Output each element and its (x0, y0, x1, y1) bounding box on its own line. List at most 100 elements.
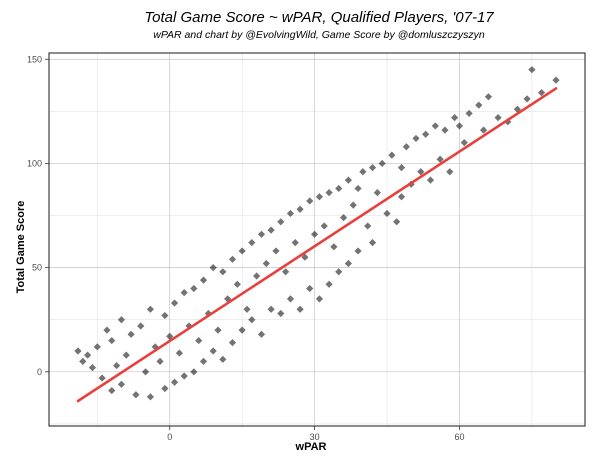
data-point (296, 205, 304, 213)
data-point (272, 247, 280, 255)
data-point (528, 66, 536, 74)
data-point (523, 95, 531, 103)
y-tick-label: 100 (27, 158, 42, 168)
data-point (306, 284, 314, 293)
data-point (209, 264, 217, 272)
data-point (127, 330, 135, 338)
data-point (219, 268, 227, 276)
data-point (257, 330, 266, 338)
data-point (373, 189, 381, 197)
y-axis-ticks: 0 50 100 150 (27, 54, 49, 377)
data-point (233, 280, 241, 288)
data-point (175, 349, 183, 357)
data-point (286, 295, 295, 303)
data-point (88, 364, 97, 372)
data-point (412, 134, 420, 143)
data-point (494, 113, 502, 122)
data-point (161, 384, 169, 393)
data-point (170, 378, 179, 386)
data-point (397, 164, 406, 172)
data-point (117, 380, 126, 388)
chart-title: Total Game Score ~ wPAR, Qualified Playe… (144, 9, 494, 26)
data-point (219, 355, 227, 363)
plot-border (48, 52, 586, 427)
data-point (228, 255, 237, 263)
data-points (74, 66, 560, 401)
data-point (190, 284, 198, 293)
data-point (199, 276, 208, 284)
data-point (315, 193, 324, 201)
data-point (238, 247, 246, 255)
data-point (310, 230, 319, 238)
data-point (180, 289, 188, 297)
data-point (195, 336, 203, 345)
data-point (306, 197, 314, 205)
x-tick-label: 60 (454, 432, 464, 442)
data-point (460, 139, 468, 147)
data-point (146, 305, 155, 313)
data-point (475, 101, 483, 109)
data-point (98, 374, 106, 382)
data-point (248, 316, 256, 324)
data-point (537, 88, 546, 97)
data-point (74, 347, 82, 355)
data-point (325, 189, 333, 197)
y-tick-label: 50 (32, 263, 42, 273)
data-point (354, 184, 362, 193)
data-point (378, 159, 386, 168)
data-point (426, 176, 435, 184)
data-point (339, 214, 348, 222)
data-point (431, 122, 439, 130)
data-point (166, 332, 174, 340)
data-point (170, 299, 179, 307)
data-point (243, 305, 251, 313)
data-point (320, 222, 328, 230)
data-point (84, 351, 92, 359)
data-point (224, 295, 232, 303)
data-point (262, 259, 270, 268)
data-point (552, 76, 560, 84)
data-point (455, 122, 464, 130)
data-point (253, 272, 261, 280)
data-point (417, 168, 425, 176)
data-point (137, 322, 145, 330)
data-point (267, 305, 275, 313)
data-point (122, 351, 130, 359)
data-point (209, 347, 217, 355)
data-point (301, 253, 309, 261)
data-point (214, 326, 222, 334)
data-point (117, 316, 126, 324)
data-point (228, 339, 237, 347)
data-point (103, 326, 111, 334)
data-point (368, 164, 377, 172)
data-point (146, 393, 155, 401)
data-point (446, 168, 454, 176)
data-point (393, 218, 401, 226)
data-point (402, 143, 410, 151)
data-point (277, 218, 285, 226)
data-point (383, 209, 391, 218)
data-point (282, 268, 290, 276)
data-point (397, 193, 406, 201)
data-point (248, 239, 256, 247)
data-point (484, 93, 493, 101)
data-point (79, 357, 87, 366)
grid-minor (49, 53, 585, 426)
data-point (368, 239, 377, 247)
data-point (151, 343, 159, 351)
data-point (277, 309, 285, 318)
data-point (325, 280, 333, 288)
data-point (238, 326, 246, 334)
data-point (190, 368, 198, 376)
chart-subtitle: wPAR and chart by @EvolvingWild, Game Sc… (153, 29, 485, 41)
data-point (335, 184, 343, 193)
data-point (108, 386, 116, 395)
x-axis-ticks: 0 30 60 (167, 426, 464, 442)
data-point (286, 209, 295, 218)
data-point (267, 226, 275, 234)
data-point (108, 336, 116, 345)
data-point (436, 155, 444, 163)
data-point (422, 130, 430, 138)
data-point (388, 151, 396, 159)
